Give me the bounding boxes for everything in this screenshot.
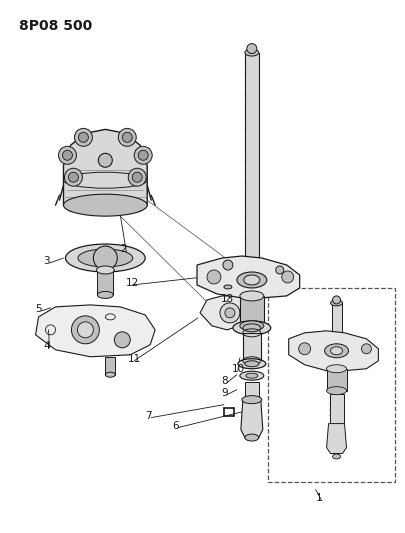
Circle shape — [118, 128, 136, 147]
Ellipse shape — [245, 434, 259, 441]
Ellipse shape — [240, 291, 264, 301]
Ellipse shape — [78, 249, 133, 267]
Polygon shape — [241, 400, 263, 438]
Ellipse shape — [64, 194, 147, 216]
Circle shape — [298, 343, 311, 355]
Circle shape — [282, 271, 294, 283]
Circle shape — [122, 132, 132, 142]
Circle shape — [79, 132, 88, 142]
Circle shape — [62, 150, 72, 160]
Circle shape — [247, 44, 257, 53]
Text: 12: 12 — [126, 278, 139, 288]
Text: 13: 13 — [221, 294, 234, 304]
Circle shape — [220, 303, 240, 323]
Text: 10: 10 — [232, 364, 245, 374]
Bar — [332, 303, 341, 341]
Circle shape — [68, 172, 79, 182]
Circle shape — [98, 154, 112, 167]
Bar — [97, 270, 113, 295]
Circle shape — [132, 172, 142, 182]
Ellipse shape — [244, 275, 260, 285]
Ellipse shape — [96, 266, 114, 274]
Text: 9: 9 — [221, 387, 228, 398]
Circle shape — [58, 147, 77, 164]
Text: 1: 1 — [315, 494, 322, 503]
Ellipse shape — [330, 347, 343, 355]
Polygon shape — [326, 424, 347, 454]
Ellipse shape — [333, 454, 341, 459]
Circle shape — [64, 168, 82, 186]
Circle shape — [114, 332, 130, 348]
Ellipse shape — [242, 395, 262, 403]
Ellipse shape — [245, 49, 259, 56]
Circle shape — [75, 128, 92, 147]
Polygon shape — [289, 331, 378, 371]
Bar — [326, 369, 347, 391]
Text: 2: 2 — [120, 244, 127, 254]
Ellipse shape — [326, 386, 347, 394]
Circle shape — [223, 260, 233, 270]
Polygon shape — [64, 130, 147, 211]
Ellipse shape — [240, 371, 264, 380]
Circle shape — [361, 344, 371, 354]
Bar — [105, 357, 115, 375]
Ellipse shape — [105, 372, 115, 377]
Ellipse shape — [97, 292, 113, 298]
Ellipse shape — [237, 272, 267, 288]
Circle shape — [134, 147, 152, 164]
Ellipse shape — [330, 300, 343, 306]
Bar — [240, 296, 264, 326]
Polygon shape — [36, 305, 155, 357]
Circle shape — [94, 246, 117, 270]
Bar — [268, 288, 395, 482]
Circle shape — [276, 266, 284, 274]
Ellipse shape — [246, 373, 258, 378]
Bar — [330, 394, 343, 424]
Ellipse shape — [224, 285, 232, 289]
Circle shape — [207, 270, 221, 284]
Polygon shape — [200, 296, 247, 330]
Ellipse shape — [326, 365, 347, 373]
Text: 5: 5 — [36, 304, 42, 314]
Circle shape — [138, 150, 148, 160]
Ellipse shape — [324, 344, 348, 358]
Ellipse shape — [233, 321, 271, 335]
Bar — [245, 53, 259, 272]
Ellipse shape — [240, 321, 264, 331]
Text: 11: 11 — [128, 354, 141, 364]
Circle shape — [225, 308, 235, 318]
Text: 7: 7 — [145, 410, 152, 421]
Text: 4: 4 — [44, 341, 50, 351]
Ellipse shape — [245, 361, 259, 367]
Ellipse shape — [238, 359, 266, 369]
Ellipse shape — [66, 244, 145, 272]
Text: 8: 8 — [221, 376, 228, 386]
Bar — [243, 333, 261, 361]
Circle shape — [333, 296, 341, 304]
Bar — [245, 382, 259, 400]
Text: 6: 6 — [172, 421, 179, 431]
Ellipse shape — [243, 324, 261, 332]
Text: 3: 3 — [44, 256, 50, 266]
Circle shape — [71, 316, 99, 344]
Text: 8P08 500: 8P08 500 — [19, 19, 92, 33]
Circle shape — [128, 168, 146, 186]
Polygon shape — [197, 256, 300, 298]
Circle shape — [77, 322, 94, 338]
